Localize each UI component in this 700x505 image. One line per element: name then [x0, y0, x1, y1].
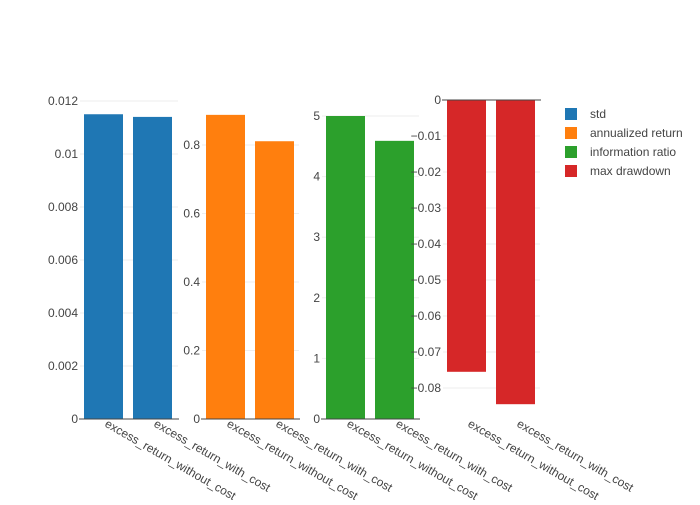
- y-tick-label: 0.008: [48, 200, 78, 214]
- bar: [496, 100, 535, 405]
- y-tick-label: 0: [434, 93, 441, 107]
- y-tick-label: −0.05: [411, 273, 442, 287]
- y-tick-label: 0.4: [183, 275, 200, 289]
- legend-swatch: [565, 127, 577, 139]
- y-tick-label: 3: [313, 230, 320, 244]
- y-tick-label: 0.004: [48, 306, 78, 320]
- legend-swatch: [565, 146, 577, 158]
- y-tick-label: 4: [313, 170, 320, 184]
- y-tick-label: 0.002: [48, 359, 78, 373]
- y-tick-label: 0.8: [183, 138, 200, 152]
- bar: [206, 114, 245, 420]
- y-tick-label: −0.06: [411, 309, 442, 323]
- y-tick-label: 1: [313, 351, 320, 365]
- y-tick-label: −0.01: [411, 129, 442, 143]
- y-tick-label: −0.02: [411, 165, 442, 179]
- y-tick-label: 0.006: [48, 253, 78, 267]
- y-tick-label: 0.6: [183, 207, 200, 221]
- bar: [326, 116, 365, 419]
- legend-swatch: [565, 165, 577, 177]
- y-tick-label: 5: [313, 109, 320, 123]
- bar: [84, 114, 123, 419]
- y-tick-label: 0.01: [55, 147, 79, 161]
- bar: [375, 140, 414, 419]
- y-tick-label: 0: [71, 412, 78, 426]
- y-tick-label: −0.04: [411, 237, 442, 251]
- bar: [133, 116, 172, 420]
- legend-label: std: [590, 107, 606, 121]
- legend-swatch: [565, 108, 577, 120]
- y-tick-label: 2: [313, 291, 320, 305]
- y-tick-label: 0: [313, 412, 320, 426]
- legend-label: information ratio: [590, 145, 676, 159]
- bar: [447, 100, 486, 372]
- y-tick-label: −0.07: [411, 345, 442, 359]
- y-tick-label: 0.012: [48, 94, 78, 108]
- y-tick-label: 0.2: [183, 344, 200, 358]
- bar: [255, 141, 294, 420]
- y-tick-label: −0.08: [411, 381, 442, 395]
- legend-label: annualized return: [590, 126, 683, 140]
- legend-label: max drawdown: [590, 164, 671, 178]
- y-tick-label: −0.03: [411, 201, 442, 215]
- y-tick-label: 0: [193, 412, 200, 426]
